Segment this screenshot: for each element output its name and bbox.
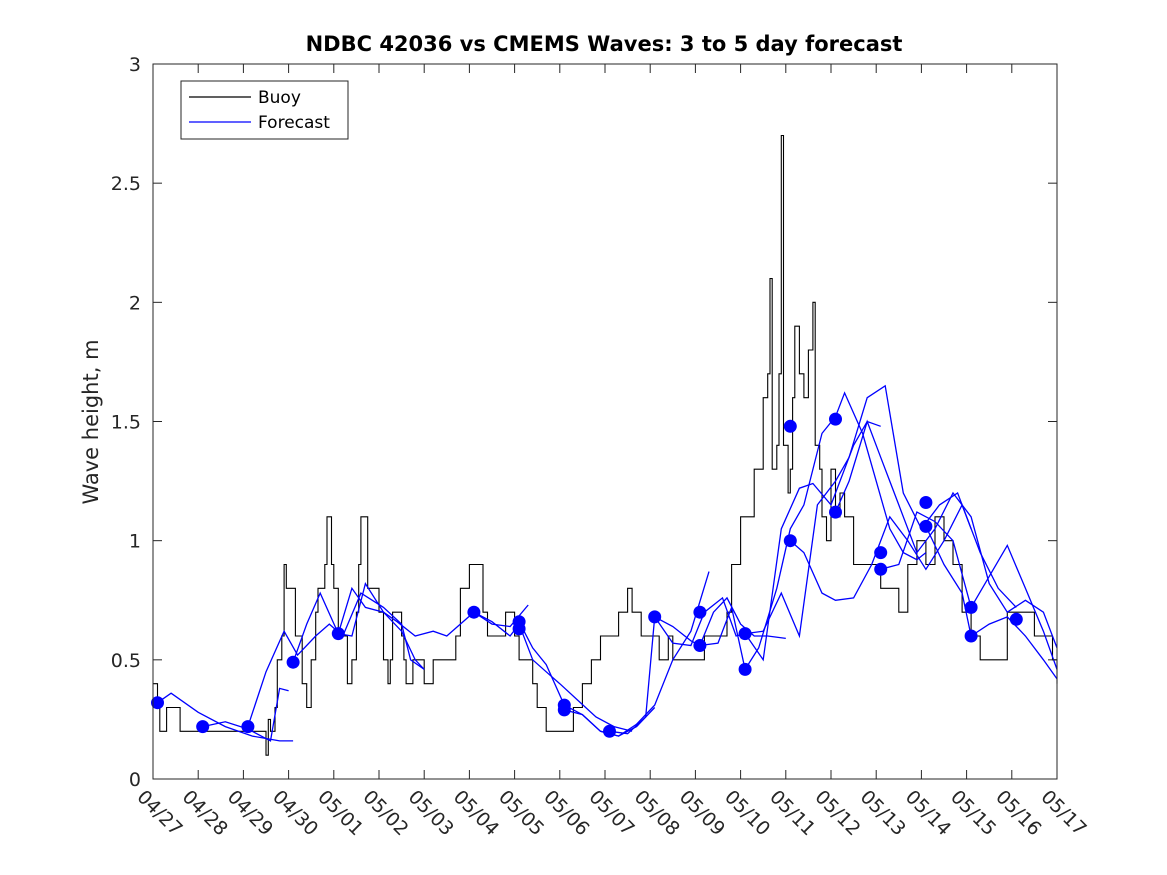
forecast-marker [512, 622, 526, 636]
y-tick-label: 0 [129, 769, 141, 791]
forecast-marker [467, 605, 481, 619]
plot-background [153, 64, 1057, 779]
forecast-line-13 [789, 503, 1017, 608]
forecast-marker [874, 562, 888, 576]
forecast-line-8 [564, 571, 710, 737]
y-tick-label: 2 [129, 292, 141, 314]
forecast-marker [783, 534, 797, 548]
forecast-line-12 [745, 384, 972, 639]
legend-label-2: Forecast [258, 113, 330, 133]
y-tick-label: 0.5 [111, 650, 141, 672]
forecast-marker [738, 662, 752, 676]
forecast-marker [1009, 612, 1023, 626]
chart-title: NDBC 42036 vs CMEMS Waves: 3 to 5 day fo… [306, 32, 903, 56]
forecast-marker [738, 627, 752, 641]
forecast-marker [648, 610, 662, 624]
y-tick-label: 1 [129, 531, 141, 553]
forecast-marker [151, 696, 164, 710]
forecast-line-14 [834, 419, 1058, 649]
forecast-marker [783, 419, 797, 433]
forecast-line-6 [473, 611, 633, 732]
forecast-line-10 [654, 420, 881, 662]
forecast-marker [241, 720, 255, 734]
forecast-marker [286, 655, 300, 669]
forecast-marker [964, 600, 978, 614]
y-tick-label: 3 [129, 54, 141, 76]
forecast-marker [964, 629, 978, 643]
forecast-line-4 [292, 586, 425, 670]
forecast-marker [603, 724, 616, 738]
forecast-marker [919, 496, 933, 509]
forecast-marker [693, 639, 707, 652]
y-tick-label: 1.5 [111, 412, 141, 434]
forecast-line-16 [925, 526, 1058, 680]
forecast-marker [331, 627, 345, 641]
forecast-line-2 [202, 687, 289, 742]
forecast-line-1 [157, 692, 294, 742]
forecast-marker [196, 720, 210, 734]
forecast-marker [557, 703, 571, 717]
forecast-marker [829, 505, 842, 519]
y-axis-label: Wave height, m [79, 339, 103, 504]
forecast-marker [919, 519, 933, 533]
forecast-line-11 [699, 391, 927, 672]
legend-label-1: Buoy [258, 88, 301, 108]
legend-box [180, 80, 349, 140]
forecast-marker [829, 412, 842, 426]
y-tick-label: 2.5 [111, 173, 141, 195]
forecast-marker [874, 546, 888, 560]
forecast-marker [693, 605, 707, 619]
plot-area: 00.511.522.5304/2704/2804/2904/3005/0105… [111, 54, 1091, 840]
